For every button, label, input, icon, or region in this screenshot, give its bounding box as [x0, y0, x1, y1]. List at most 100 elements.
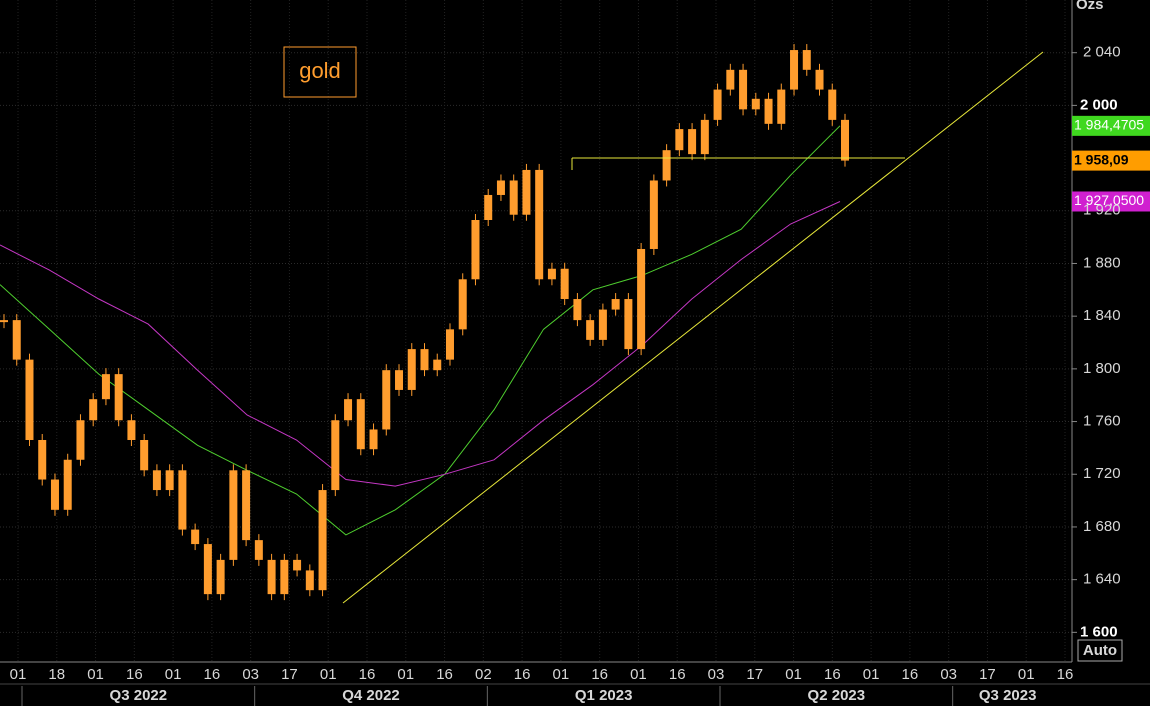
x-tick-label: 18	[48, 666, 65, 683]
x-tick-label: 03	[708, 666, 725, 683]
candle	[751, 98, 760, 110]
x-tick-label: 16	[1057, 666, 1074, 683]
x-tick-label: 16	[591, 666, 608, 683]
candle	[254, 540, 263, 560]
candle	[229, 470, 238, 560]
y-tick-label: 1 920	[1083, 202, 1121, 219]
moving-average-line	[0, 125, 841, 536]
candle	[89, 399, 98, 421]
candle	[267, 559, 276, 595]
candle	[458, 279, 467, 330]
x-tick-label: 16	[514, 666, 531, 683]
y-tick-label: 1 720	[1083, 465, 1121, 482]
y-tick-label: 1 800	[1083, 360, 1121, 377]
candle	[127, 420, 136, 440]
x-tick-label: 01	[785, 666, 802, 683]
x-tick-label: 17	[746, 666, 763, 683]
candle	[76, 420, 85, 460]
candle	[598, 309, 607, 340]
candle	[573, 299, 582, 321]
trend-line	[342, 51, 1044, 604]
candle	[522, 169, 531, 215]
candle	[560, 268, 569, 300]
candle	[509, 180, 518, 215]
unit-label: Ozs	[1076, 0, 1104, 13]
candle	[305, 570, 314, 591]
candle	[25, 359, 34, 440]
candle	[586, 320, 595, 340]
candle	[63, 459, 72, 510]
candle	[777, 89, 786, 124]
x-tick-label: 17	[979, 666, 996, 683]
auto-button[interactable]	[1077, 639, 1123, 662]
candle	[38, 440, 47, 480]
candle	[624, 299, 633, 350]
candle	[293, 559, 302, 571]
y-tick-label: 2 040	[1083, 44, 1121, 61]
candle	[535, 169, 544, 280]
candle	[713, 89, 722, 120]
x-tick-label: 16	[669, 666, 686, 683]
x-tick-label: 01	[863, 666, 880, 683]
x-tick-label: 01	[553, 666, 570, 683]
candle	[395, 370, 404, 390]
candle	[216, 559, 225, 595]
x-tick-label: 16	[824, 666, 841, 683]
candle	[547, 268, 556, 280]
candle	[178, 470, 187, 530]
price-tag-label: 1 984,4705	[1074, 117, 1144, 133]
candle	[815, 69, 824, 90]
candle	[420, 349, 429, 371]
y-tick-label: 1 640	[1083, 571, 1121, 588]
moving-average-line	[0, 201, 841, 487]
candle	[50, 479, 59, 510]
candle	[828, 89, 837, 120]
candle	[471, 220, 480, 280]
candle	[726, 69, 735, 90]
candle	[675, 129, 684, 151]
title-box	[283, 46, 357, 98]
candle	[739, 69, 748, 110]
x-tick-label: 16	[902, 666, 919, 683]
y-tick-label: 1 880	[1083, 254, 1121, 271]
x-tick-label: 03	[242, 666, 259, 683]
x-tick-label: 01	[320, 666, 337, 683]
candle	[331, 420, 340, 491]
candle	[203, 544, 212, 595]
candle	[382, 370, 391, 430]
y-tick-label: 1 680	[1083, 518, 1121, 535]
candle	[140, 440, 149, 471]
candle	[611, 299, 620, 310]
candle	[637, 248, 646, 350]
candle	[152, 470, 161, 491]
candle	[369, 429, 378, 450]
candle	[101, 374, 110, 400]
y-tick-label: 1 600	[1080, 623, 1118, 640]
y-tick-label: 2 000	[1080, 96, 1118, 113]
quarter-label: Q1 2023	[575, 687, 633, 704]
x-tick-label: 16	[204, 666, 221, 683]
y-tick-label: 1 760	[1083, 413, 1121, 430]
candle	[318, 490, 327, 591]
x-tick-label: 16	[126, 666, 143, 683]
candle	[841, 119, 849, 161]
x-tick-label: 01	[165, 666, 182, 683]
x-tick-label: 02	[475, 666, 492, 683]
candle	[356, 399, 365, 450]
x-tick-label: 17	[281, 666, 298, 683]
candle	[344, 399, 353, 421]
quarter-label: Q3 2022	[110, 687, 168, 704]
candle	[242, 470, 251, 541]
price-tag	[1072, 150, 1150, 171]
auto-button-label[interactable]: Auto	[1083, 642, 1117, 659]
candle	[496, 180, 505, 195]
x-tick-label: 01	[87, 666, 104, 683]
candle	[433, 359, 442, 371]
candle	[484, 194, 493, 220]
candle	[165, 470, 174, 491]
chart-title: gold	[299, 58, 341, 83]
candle	[407, 349, 416, 390]
candle	[0, 320, 8, 323]
